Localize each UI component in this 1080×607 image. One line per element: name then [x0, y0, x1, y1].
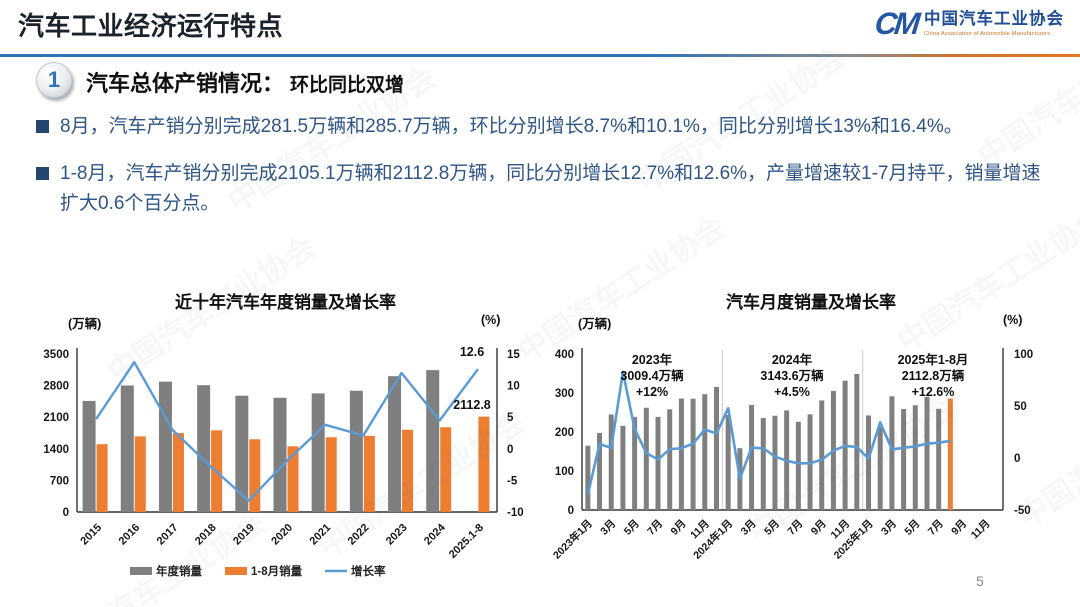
- bullet-text: 8月，汽车产销分别完成281.5万辆和285.7万辆，环比分别增长8.7%和10…: [60, 116, 963, 137]
- svg-text:1400: 1400: [43, 444, 69, 456]
- bullet-item: 8月，汽车产销分别完成281.5万辆和285.7万辆，环比分别增长8.7%和10…: [36, 112, 1044, 142]
- section-subtitle: 环比同比双增: [290, 75, 405, 96]
- svg-text:700: 700: [50, 475, 69, 487]
- svg-text:2018: 2018: [193, 522, 219, 548]
- square-bullet-icon: [36, 120, 49, 133]
- svg-text:5月: 5月: [622, 518, 642, 538]
- svg-text:7月: 7月: [785, 518, 805, 538]
- svg-text:0: 0: [507, 444, 513, 456]
- bullet-list: 8月，汽车产销分别完成281.5万辆和285.7万辆，环比分别增长8.7%和10…: [36, 112, 1044, 236]
- logo-org-name: 中国汽车工业协会: [924, 10, 1064, 29]
- svg-text:100: 100: [1014, 349, 1033, 361]
- svg-text:-5: -5: [507, 475, 518, 487]
- section-title: 汽车总体产销情况：: [86, 71, 285, 96]
- svg-text:3月: 3月: [879, 518, 899, 538]
- annotation-line: 2025年1-8月: [897, 353, 969, 367]
- svg-text:100: 100: [555, 466, 574, 478]
- svg-text:1-8月销量: 1-8月销量: [251, 564, 303, 578]
- svg-text:5月: 5月: [902, 518, 922, 538]
- svg-text:增长率: 增长率: [351, 564, 386, 578]
- annotation-2025: 2025年1-8月 2112.8万辆 +12.6%: [868, 352, 998, 400]
- svg-text:9月: 9月: [809, 518, 829, 538]
- annual-chart-right-axis-unit: (%): [481, 313, 501, 327]
- svg-text:2023: 2023: [384, 522, 410, 548]
- svg-text:9月: 9月: [668, 518, 688, 538]
- page-number: 5: [976, 573, 984, 589]
- svg-text:9月: 9月: [949, 518, 969, 538]
- caam-logo: CM 中国汽车工业协会 China Association of Automob…: [872, 6, 1064, 41]
- svg-text:5月: 5月: [762, 518, 782, 538]
- section-number-badge: 1: [36, 62, 72, 98]
- svg-text:3月: 3月: [598, 518, 618, 538]
- svg-text:2016: 2016: [117, 522, 143, 548]
- svg-text:2021: 2021: [308, 522, 334, 548]
- svg-text:3500: 3500: [43, 349, 69, 361]
- annotation-line: 3143.6万辆: [760, 369, 824, 383]
- annual-chart-title: 近十年汽车年度销量及增长率: [175, 293, 396, 312]
- svg-text:15: 15: [507, 349, 520, 361]
- svg-text:2017: 2017: [155, 522, 181, 548]
- annotation-line: +12%: [635, 385, 669, 399]
- annual-sales-point-label: 2112.8: [453, 398, 491, 412]
- svg-text:-10: -10: [507, 507, 524, 519]
- svg-text:2020: 2020: [269, 522, 295, 548]
- svg-text:2019: 2019: [231, 522, 257, 548]
- svg-text:2100: 2100: [43, 412, 69, 424]
- svg-text:300: 300: [555, 388, 574, 400]
- svg-text:0: 0: [568, 505, 574, 517]
- svg-text:11月: 11月: [969, 518, 993, 542]
- bullet-item: 1-8月，汽车产销分别完成2105.1万辆和2112.8万辆，同比分别增长12.…: [36, 159, 1044, 219]
- annual-growth-point-label: 12.6: [459, 345, 485, 359]
- bullet-text: 1-8月，汽车产销分别完成2105.1万辆和2112.8万辆，同比分别增长12.…: [60, 163, 1041, 215]
- svg-text:2025.1-8: 2025.1-8: [447, 522, 486, 561]
- annotation-2024: 2024年 3143.6万辆 +4.5%: [727, 352, 857, 400]
- svg-text:2800: 2800: [43, 381, 69, 393]
- svg-text:2024: 2024: [422, 521, 448, 547]
- svg-text:400: 400: [555, 349, 574, 361]
- svg-text:2023年1月: 2023年1月: [550, 517, 595, 562]
- annual-sales-chart: 0 700 1400 2100 2800 3500 -10 -5 0 5 10 15 2015 2016 2…: [43, 348, 524, 578]
- svg-text:年度销量: 年度销量: [156, 564, 202, 578]
- svg-text:3月: 3月: [739, 518, 759, 538]
- caam-logo-icon: CM: [872, 6, 919, 41]
- square-bullet-icon: [36, 167, 49, 181]
- logo-org-name-en: China Association of Automobile Manufact…: [924, 30, 1051, 37]
- header-divider: [0, 54, 1080, 57]
- svg-text:10: 10: [507, 381, 520, 393]
- svg-text:0: 0: [63, 507, 69, 519]
- monthly-chart-title: 汽车月度销量及增长率: [726, 293, 896, 312]
- svg-text:2022: 2022: [346, 522, 372, 548]
- annotation-line: 2112.8万辆: [901, 369, 965, 383]
- annotation-line: 2024年: [771, 353, 813, 367]
- annotation-line: 2023年: [631, 353, 673, 367]
- svg-text:50: 50: [1014, 401, 1027, 413]
- svg-text:7月: 7月: [926, 518, 946, 538]
- svg-text:200: 200: [555, 427, 574, 439]
- monthly-chart-right-axis-unit: (%): [1003, 313, 1023, 327]
- annotation-2023: 2023年 3009.4万辆 +12%: [587, 352, 717, 400]
- annual-chart-left-axis-unit: (万辆): [68, 317, 102, 331]
- section-heading: 汽车总体产销情况： 环比同比双增: [86, 66, 404, 98]
- annotation-line: +4.5%: [774, 385, 810, 399]
- svg-text:5: 5: [507, 412, 514, 424]
- page-title: 汽车工业经济运行特点: [18, 11, 284, 41]
- annotation-line: 3009.4万辆: [620, 369, 684, 383]
- svg-text:0: 0: [1014, 453, 1020, 465]
- svg-text:2015: 2015: [78, 522, 104, 548]
- annotation-line: +12.6%: [911, 385, 955, 399]
- svg-text:7月: 7月: [645, 518, 665, 538]
- monthly-chart-left-axis-unit: (万辆): [578, 317, 612, 331]
- svg-text:-50: -50: [1014, 505, 1031, 517]
